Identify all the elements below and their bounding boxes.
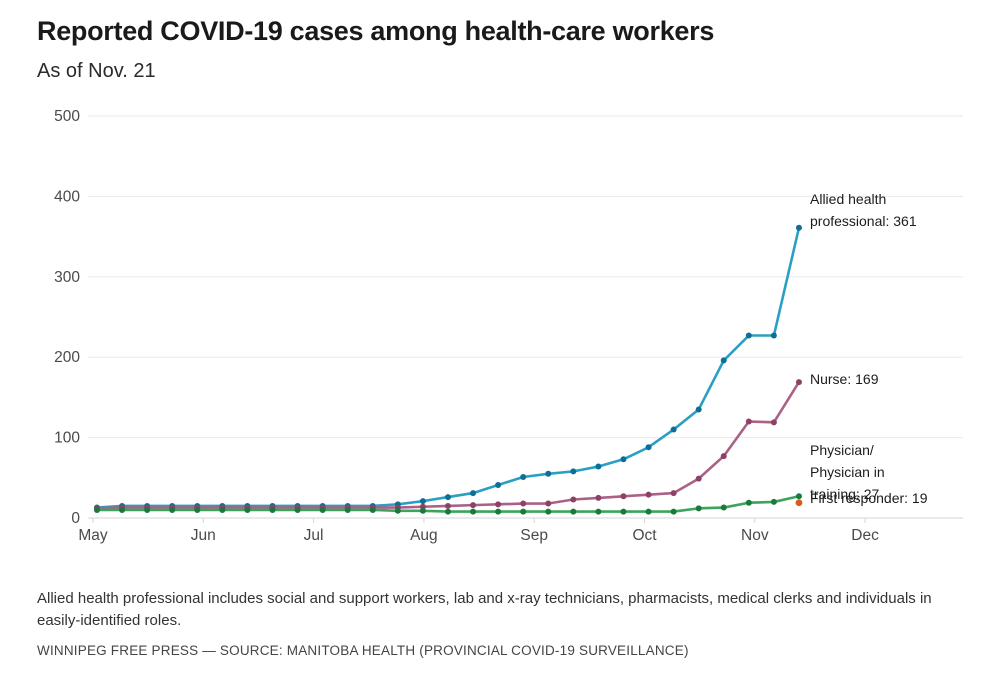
series-point-physician-physician-in-training xyxy=(194,506,201,513)
series-point-physician-physician-in-training xyxy=(169,506,176,513)
series-point-nurse xyxy=(570,496,577,503)
series-point-physician-physician-in-training xyxy=(419,507,426,514)
series-point-allied-health-professional xyxy=(570,468,577,475)
x-axis-label-May: May xyxy=(78,527,108,544)
y-axis-label-400: 400 xyxy=(54,188,80,205)
annotation-allied-health-professional: Allied health xyxy=(810,191,886,207)
series-point-allied-health-professional xyxy=(670,426,677,433)
x-axis-label-Oct: Oct xyxy=(632,527,657,544)
series-point-physician-physician-in-training xyxy=(344,506,351,513)
series-point-nurse xyxy=(444,502,451,509)
series-point-physician-physician-in-training xyxy=(369,506,376,513)
series-point-physician-physician-in-training xyxy=(695,505,702,512)
series-point-physician-physician-in-training xyxy=(795,493,802,500)
series-point-physician-physician-in-training xyxy=(670,508,677,515)
series-point-allied-health-professional xyxy=(545,470,552,477)
series-point-physician-physician-in-training xyxy=(720,504,727,511)
series-point-allied-health-professional xyxy=(770,332,777,339)
series-point-physician-physician-in-training xyxy=(745,499,752,506)
series-point-physician-physician-in-training xyxy=(294,506,301,513)
series-point-allied-health-professional xyxy=(720,357,727,364)
series-point-physician-physician-in-training xyxy=(119,506,126,513)
series-point-nurse xyxy=(720,453,727,460)
y-axis-label-200: 200 xyxy=(54,349,80,366)
source-credit: WINNIPEG FREE PRESS — SOURCE: MANITOBA H… xyxy=(37,643,689,658)
series-point-allied-health-professional xyxy=(520,473,527,480)
series-point-allied-health-professional xyxy=(595,463,602,470)
series-point-physician-physician-in-training xyxy=(645,508,652,515)
annotation-allied-health-professional: professional: 361 xyxy=(810,213,917,229)
series-point-allied-health-professional xyxy=(745,332,752,339)
series-point-nurse xyxy=(545,500,552,507)
series-point-nurse xyxy=(770,419,777,426)
annotation-physician-physician-in-training: Physician in xyxy=(810,464,885,480)
y-axis-label-300: 300 xyxy=(54,269,80,286)
series-point-physician-physician-in-training xyxy=(144,506,151,513)
annotation-first-responder: First responder: 19 xyxy=(810,490,928,506)
series-point-physician-physician-in-training xyxy=(470,508,477,515)
series-point-physician-physician-in-training xyxy=(495,508,502,515)
series-point-physician-physician-in-training xyxy=(219,506,226,513)
series-point-allied-health-professional xyxy=(470,490,477,497)
series-point-nurse xyxy=(695,475,702,482)
chart-footnote: Allied health professional includes soci… xyxy=(37,590,932,629)
x-axis-label-Dec: Dec xyxy=(851,527,879,544)
series-point-first-responder xyxy=(795,499,803,507)
series-point-physician-physician-in-training xyxy=(244,506,251,513)
series-point-physician-physician-in-training xyxy=(545,508,552,515)
chart-subtitle: As of Nov. 21 xyxy=(37,60,156,82)
y-axis-label-0: 0 xyxy=(71,510,80,527)
series-point-allied-health-professional xyxy=(695,406,702,413)
series-point-physician-physician-in-training xyxy=(394,507,401,514)
series-point-allied-health-professional xyxy=(645,444,652,451)
series-point-physician-physician-in-training xyxy=(595,508,602,515)
series-point-physician-physician-in-training xyxy=(444,508,451,515)
y-axis-label-500: 500 xyxy=(54,108,80,125)
x-axis-label-Jul: Jul xyxy=(304,527,324,544)
y-axis-label-100: 100 xyxy=(54,430,80,447)
annotation-physician-physician-in-training: Physician/ xyxy=(810,442,874,458)
series-point-physician-physician-in-training xyxy=(94,506,100,513)
series-point-nurse xyxy=(645,491,652,498)
series-point-physician-physician-in-training xyxy=(620,508,627,515)
series-point-nurse xyxy=(595,494,602,501)
x-axis-label-Nov: Nov xyxy=(741,527,769,544)
series-point-physician-physician-in-training xyxy=(269,506,276,513)
chart-title: Reported COVID-19 cases among health-car… xyxy=(37,16,715,46)
series-point-physician-physician-in-training xyxy=(319,506,326,513)
x-axis-label-Aug: Aug xyxy=(410,527,438,544)
series-line-nurse xyxy=(96,381,801,510)
series-line-allied-health-professional xyxy=(96,227,801,509)
series-point-nurse xyxy=(670,490,677,497)
series-point-nurse xyxy=(620,493,627,500)
series-point-allied-health-professional xyxy=(620,456,627,463)
x-axis-label-Sep: Sep xyxy=(520,527,548,544)
series-point-nurse xyxy=(495,501,502,508)
series-point-nurse xyxy=(795,379,802,386)
series-point-allied-health-professional xyxy=(444,494,451,501)
series-point-allied-health-professional xyxy=(795,224,802,231)
annotation-nurse: Nurse: 169 xyxy=(810,371,879,387)
series-point-physician-physician-in-training xyxy=(570,508,577,515)
series-point-allied-health-professional xyxy=(419,498,426,505)
series-point-nurse xyxy=(520,500,527,507)
series-point-physician-physician-in-training xyxy=(520,508,527,515)
series-point-nurse xyxy=(470,502,477,509)
annotation-physician-physician-in-training: training: 27 xyxy=(810,486,879,502)
series-point-nurse xyxy=(745,418,752,425)
x-axis-label-Jun: Jun xyxy=(191,527,216,544)
series-point-allied-health-professional xyxy=(495,482,502,489)
series-point-physician-physician-in-training xyxy=(770,498,777,505)
